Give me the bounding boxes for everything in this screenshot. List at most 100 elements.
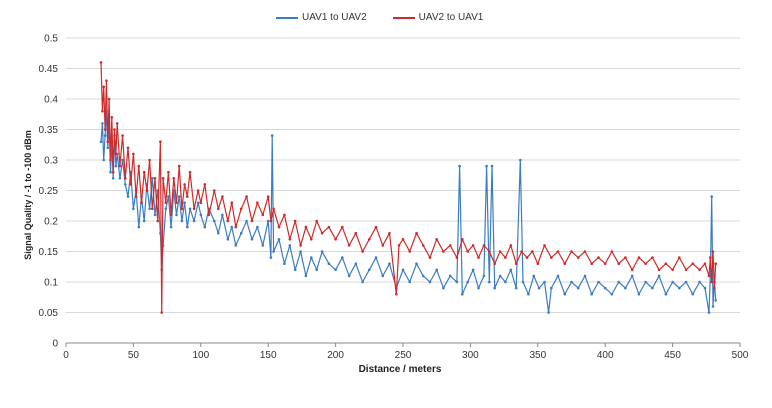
data-point-series-1 <box>188 207 192 211</box>
data-point-series-2 <box>256 201 259 204</box>
data-point-series-2 <box>709 256 712 259</box>
y-tick-label: 0.45 <box>39 64 59 75</box>
data-point-series-2 <box>106 140 110 143</box>
data-point-series-1 <box>230 225 234 229</box>
data-point-series-2 <box>183 183 186 186</box>
x-tick-label: 150 <box>260 350 277 361</box>
data-point-series-2 <box>142 170 146 174</box>
data-point-series-2 <box>531 250 534 253</box>
data-point-series-2 <box>105 79 108 82</box>
data-point-series-2 <box>583 250 587 253</box>
legend-swatch-uav2 <box>392 16 415 19</box>
y-tick-label: 0.2 <box>44 217 58 228</box>
y-tick-label: 0 <box>52 339 58 350</box>
data-point-series-1 <box>617 280 620 284</box>
x-tick-label: 0 <box>63 350 69 361</box>
data-point-series-2 <box>110 116 114 119</box>
data-point-series-2 <box>151 207 154 211</box>
data-point-series-1 <box>509 268 513 272</box>
data-point-series-2 <box>180 207 184 211</box>
data-point-series-1 <box>488 280 491 284</box>
data-point-series-2 <box>186 195 189 198</box>
data-point-series-2 <box>114 152 118 156</box>
data-point-series-2 <box>691 262 695 266</box>
data-point-series-2 <box>169 213 173 217</box>
y-axis-label: Signal Quality / -1 to -100 dBm <box>23 130 33 260</box>
data-point-series-1 <box>630 274 634 278</box>
data-point-series-1 <box>164 207 168 211</box>
legend-swatch-uav1 <box>276 16 298 19</box>
data-point-series-2 <box>637 256 641 259</box>
data-point-series-2 <box>299 244 302 247</box>
data-point-series-2 <box>520 250 523 253</box>
legend-label-uav2: UAV2 to UAV1 <box>418 12 484 23</box>
data-point-series-2 <box>167 170 170 174</box>
data-point-series-2 <box>164 201 168 204</box>
data-point-series-2 <box>327 225 331 229</box>
data-point-series-2 <box>121 134 124 137</box>
x-axis-label: Distance / meters <box>358 364 442 375</box>
data-point-series-1 <box>327 262 331 266</box>
axis-layer: 0 0.05 0.1 0.15 0.2 0.25 0.3 0.35 0.4 0.45 0.5 0 50 1… <box>39 34 749 362</box>
x-tick-label: 350 <box>529 350 546 361</box>
data-point-series-1 <box>521 280 525 284</box>
data-point-series-1 <box>167 195 170 198</box>
data-point-series-2 <box>630 268 634 272</box>
y-tick-label: 0.3 <box>44 156 58 167</box>
data-point-series-1 <box>493 286 497 290</box>
data-point-series-1 <box>101 122 104 125</box>
data-point-series-1 <box>461 292 464 296</box>
data-point-series-2 <box>482 244 486 247</box>
data-point-series-2 <box>239 207 243 211</box>
data-point-series-1 <box>707 311 711 314</box>
data-point-series-2 <box>671 268 674 272</box>
data-point-series-2 <box>217 207 220 211</box>
data-point-series-1 <box>199 213 203 217</box>
data-point-series-2 <box>192 207 196 211</box>
data-point-series-2 <box>129 183 132 186</box>
data-point-series-2 <box>714 262 717 266</box>
series-line-2 <box>100 62 717 314</box>
data-point-series-1 <box>217 231 220 235</box>
data-point-series-1 <box>106 146 110 150</box>
data-point-series-1 <box>455 280 459 284</box>
data-point-series-1 <box>482 274 486 278</box>
data-point-series-1 <box>428 280 432 284</box>
data-point-series-1 <box>103 134 107 137</box>
data-point-series-1 <box>183 201 186 204</box>
data-point-series-1 <box>435 268 439 272</box>
data-point-series-1 <box>245 219 248 223</box>
data-point-series-1 <box>153 213 157 217</box>
data-point-series-2 <box>213 189 216 192</box>
data-point-series-2 <box>175 201 178 204</box>
data-point-series-1 <box>703 286 707 290</box>
data-point-series-1 <box>543 280 546 284</box>
data-point-series-2 <box>397 244 401 247</box>
data-point-series-1 <box>124 183 127 186</box>
data-point-series-2 <box>570 250 573 253</box>
data-point-series-2 <box>408 250 412 253</box>
data-point-series-1 <box>293 268 297 272</box>
data-point-series-1 <box>519 158 522 162</box>
legend: UAV1 to UAV2 UAV2 to UAV1 <box>276 12 483 23</box>
data-point-series-2 <box>334 238 337 241</box>
x-tick-label: 300 <box>462 350 479 361</box>
data-point-series-1 <box>111 177 115 180</box>
data-point-series-2 <box>461 238 464 241</box>
data-point-series-2 <box>203 183 207 186</box>
data-point-series-1 <box>137 225 141 229</box>
data-point-series-1 <box>563 292 567 296</box>
data-point-series-2 <box>269 219 273 223</box>
data-point-series-1 <box>148 207 151 211</box>
data-point-series-2 <box>514 262 518 266</box>
data-point-series-2 <box>207 213 211 217</box>
data-point-series-1 <box>175 213 178 217</box>
data-point-series-2 <box>477 256 480 259</box>
y-tick-label: 0.4 <box>44 95 58 106</box>
data-point-series-1 <box>527 292 530 296</box>
data-point-series-1 <box>570 280 573 284</box>
data-point-series-2 <box>543 244 546 247</box>
data-point-series-1 <box>556 274 560 278</box>
data-point-series-1 <box>239 231 243 235</box>
data-point-series-2 <box>140 201 143 204</box>
